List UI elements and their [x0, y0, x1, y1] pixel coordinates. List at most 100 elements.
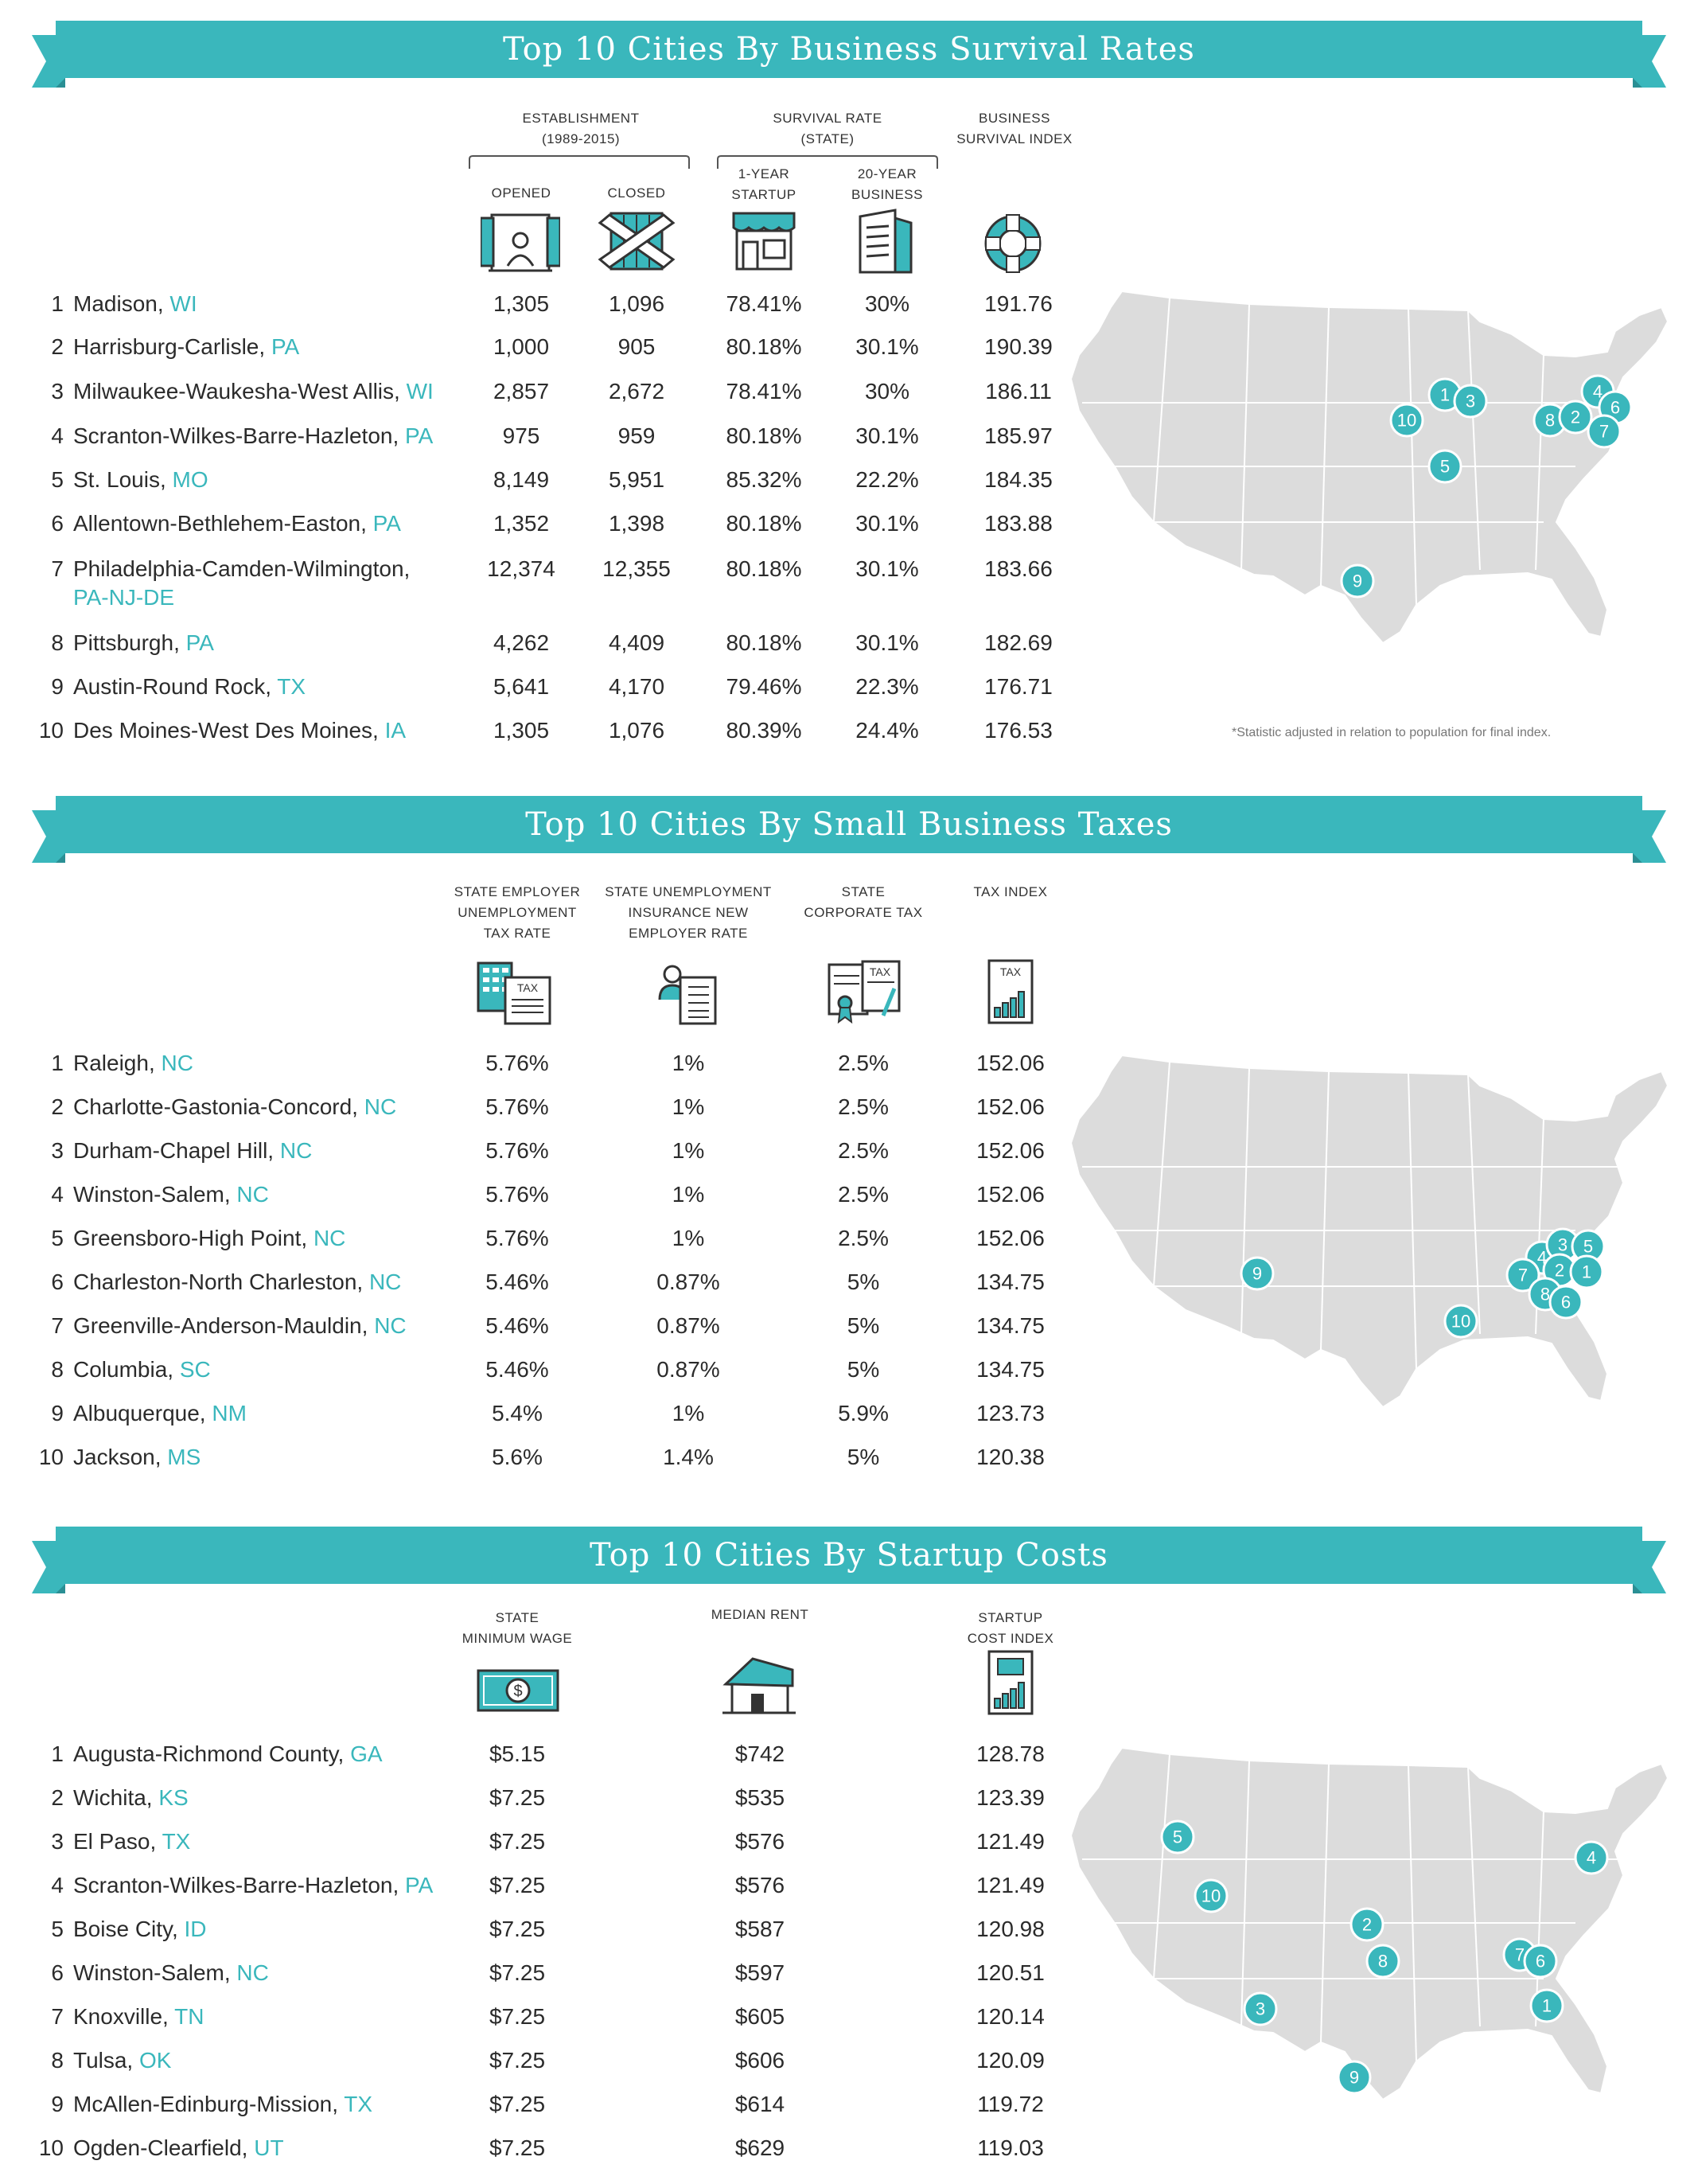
min-wage-header: STATE MINIMUM WAGE	[438, 1608, 597, 1649]
insurance-rate-value: 0.87%	[656, 1269, 720, 1294]
city-name: Raleigh, NC	[73, 1049, 193, 1078]
state-abbr: PA-NJ-DE	[73, 585, 175, 610]
map-marker-label: 5	[1440, 457, 1450, 477]
city-label: Scranton-Wilkes-Barre-Hazleton,	[73, 1873, 406, 1897]
min-wage-value: $7.25	[489, 1917, 546, 1941]
map-marker-circle	[1505, 1258, 1540, 1293]
survival-label: SURVIVAL RATE	[773, 111, 882, 126]
startup-index-value: 119.03	[977, 2135, 1044, 2160]
rank-number: 5	[51, 467, 64, 492]
min-wage-value: $7.25	[489, 1960, 546, 1985]
startup-index-value: 120.51	[976, 1960, 1045, 1985]
map-marker-label: 3	[1466, 392, 1475, 411]
table-row: 8 Tulsa, OK $7.25 $606 120.09	[0, 2046, 1082, 2088]
state-abbr: NC	[161, 1051, 193, 1075]
rank-number: 6	[51, 511, 64, 536]
table-row: 7 Knoxville, TN $7.25 $605 120.14	[0, 2003, 1082, 2044]
corporate-tax-document-icon: TAX	[828, 960, 901, 1024]
median-rent-header: MEDIAN RENT	[680, 1605, 839, 1625]
employer-tax-value: 5.76%	[485, 1226, 549, 1250]
city-label: Charlotte-Gastonia-Concord,	[73, 1094, 364, 1119]
tax-index-chart-icon: TAX	[987, 959, 1034, 1024]
city-label: Augusta-Richmond County,	[73, 1741, 351, 1766]
map-marker-label: 6	[1610, 398, 1620, 418]
min-wage-value: $7.25	[489, 2092, 546, 2116]
survival-index-value: 184.35	[984, 467, 1053, 492]
closed-value: 12,355	[602, 556, 671, 581]
state-abbr: NC	[313, 1226, 346, 1250]
map-marker-circle	[1587, 414, 1622, 449]
city-name: Greensboro-High Point, NC	[73, 1224, 345, 1253]
rank-number: 2	[51, 1785, 64, 1810]
closed-value: 4,170	[608, 674, 665, 699]
city-label: El Paso,	[73, 1829, 162, 1854]
ribbon-shape	[32, 21, 1666, 88]
table-row: 10 Jackson, MS 5.6% 1.4% 5% 120.38	[0, 1443, 1082, 1484]
state-abbr: MO	[172, 467, 208, 492]
median-rent-value: $606	[734, 2048, 785, 2073]
map-marker-circle	[1194, 1878, 1229, 1913]
index-label-2: SURVIVAL INDEX	[956, 131, 1073, 146]
map-marker-label: 1	[1582, 1262, 1591, 1282]
state-abbr: NM	[212, 1401, 247, 1425]
corporate-tax-value: 2.5%	[838, 1051, 889, 1075]
map-marker: 5	[1427, 449, 1462, 484]
city-name: Des Moines-West Des Moines, IA	[73, 716, 406, 745]
map-marker: 10	[1389, 403, 1424, 438]
map-marker-label: 1	[1542, 1996, 1552, 2016]
city-name: Charleston-North Charleston, NC	[73, 1268, 401, 1297]
city-name: Wichita, KS	[73, 1784, 189, 1812]
map-marker: 10	[1194, 1878, 1229, 1913]
startup-index-value: 120.09	[976, 2048, 1045, 2073]
employer-tax-value: 5.46%	[485, 1269, 549, 1294]
startup-index-value: 128.78	[976, 1741, 1045, 1766]
state-abbr: PA	[372, 511, 401, 536]
map-marker-circle	[1523, 1944, 1558, 1979]
insurance-rate-label-2: INSURANCE NEW	[628, 905, 749, 920]
employer-tax-value: 5.76%	[485, 1138, 549, 1163]
state-abbr: NC	[236, 1182, 269, 1207]
table-row: 1 Augusta-Richmond County, GA $5.15 $742 128…	[0, 1740, 1082, 1781]
city-name: Philadelphia-Camden-Wilmington, PA-NJ-DE	[73, 555, 410, 610]
map-marker: 10	[1443, 1304, 1478, 1339]
city-label: Charleston-North Charleston,	[73, 1269, 369, 1294]
closed-header: CLOSED	[607, 185, 666, 201]
rank-number: 7	[51, 2004, 64, 2029]
startup-index-value: 119.72	[977, 2092, 1044, 2116]
startup-banner: Top 10 Cities By Startup Costs	[32, 1527, 1666, 1593]
tax-icon-label: TAX	[517, 981, 539, 994]
city-name: Austin-Round Rock, TX	[73, 673, 306, 701]
min-wage-value: $7.25	[489, 2048, 546, 2073]
corporate-tax-header: STATE CORPORATE TAX	[792, 882, 935, 923]
survival-index-value: 183.66	[984, 556, 1053, 581]
rank-number: 7	[51, 1313, 64, 1338]
corporate-tax-value: 2.5%	[838, 1138, 889, 1163]
employer-tax-value: 5.4%	[492, 1401, 543, 1425]
city-name: Harrisburg-Carlisle, PA	[73, 333, 299, 361]
closed-value: 1,096	[608, 291, 665, 316]
city-label: Raleigh,	[73, 1051, 162, 1075]
city-name: Scranton-Wilkes-Barre-Hazleton, PA	[73, 422, 433, 450]
median-rent-value: $614	[734, 2092, 785, 2116]
rank-number: 4	[51, 1182, 64, 1207]
median-rent-value: $576	[734, 1873, 785, 1897]
corporate-tax-value: 2.5%	[838, 1094, 889, 1119]
tax-index-value: 152.06	[976, 1138, 1045, 1163]
taxes-banner: Top 10 Cities By Small Business Taxes	[32, 796, 1666, 863]
map-marker-label: 9	[1252, 1264, 1262, 1284]
state-abbr: KS	[158, 1785, 189, 1810]
rank-number: 6	[51, 1960, 64, 1985]
state-abbr: WI	[169, 291, 197, 316]
state-abbr: NC	[368, 1269, 402, 1294]
median-rent-value: $597	[734, 1960, 785, 1985]
state-abbr: TN	[174, 2004, 204, 2029]
opened-value: 1,305	[493, 718, 550, 743]
rank-number: 3	[51, 379, 64, 404]
table-row: 2 Wichita, KS $7.25 $535 123.39	[0, 1784, 1082, 1825]
employer-tax-value: 5.76%	[485, 1051, 549, 1075]
map-marker-circle	[1443, 1304, 1478, 1339]
startup-index-chart-icon	[987, 1650, 1034, 1715]
map-marker: 2	[1558, 400, 1593, 435]
min-wage-label-1: STATE	[495, 1610, 539, 1625]
